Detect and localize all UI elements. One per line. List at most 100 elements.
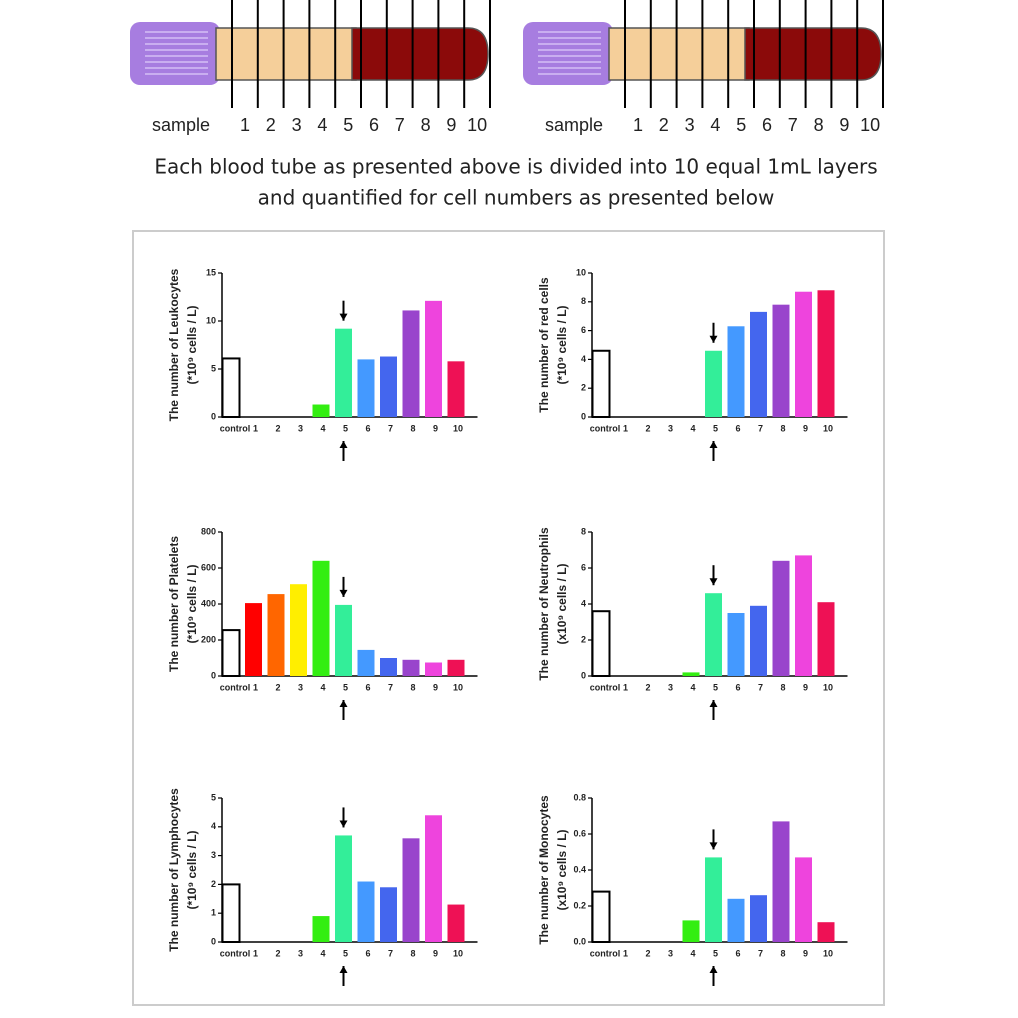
- y-tick-label: 0: [211, 936, 216, 946]
- bar: [221, 883, 241, 944]
- y-axis-label: The number of Lymphocytes: [167, 788, 181, 952]
- y-tick-label: 6: [581, 562, 586, 572]
- x-tick-label: control: [220, 682, 251, 692]
- arrow-head: [709, 842, 718, 850]
- bar: [591, 349, 611, 419]
- tube: sample 1 2 3 4 5 6 7 8 9 10: [523, 0, 884, 135]
- x-tick-label: 8: [410, 948, 415, 958]
- x-tick-label: control: [590, 948, 621, 958]
- x-tick-label: 5: [343, 682, 348, 692]
- layer-label: 1: [240, 115, 250, 135]
- y-tick-label: 1: [211, 908, 216, 918]
- bar: [705, 350, 722, 417]
- x-tick-label: 4: [320, 423, 325, 433]
- x-tick-label: 3: [668, 423, 673, 433]
- bar: [245, 603, 262, 676]
- y-tick-label: 0.6: [573, 828, 586, 838]
- arrow-head: [339, 441, 348, 448]
- layer-label: 7: [395, 115, 405, 135]
- y-tick-label: 3: [211, 850, 216, 860]
- arrow-head: [709, 441, 718, 448]
- y-tick-label: 10: [206, 315, 216, 325]
- bar: [682, 920, 700, 942]
- bar: [817, 602, 835, 676]
- bar: [267, 594, 285, 676]
- y-axis-label: (*10⁹ cells / L): [185, 564, 199, 643]
- x-tick-label: 7: [758, 682, 763, 692]
- x-tick-label: control: [590, 423, 621, 433]
- bar: [705, 593, 722, 676]
- bar: [380, 658, 397, 676]
- layer-label: 7: [788, 115, 798, 135]
- x-tick-label: control: [590, 682, 621, 692]
- bar: [795, 857, 812, 942]
- x-tick-label: 9: [803, 682, 808, 692]
- x-tick-label: 8: [780, 682, 785, 692]
- y-tick-label: 4: [581, 354, 586, 364]
- bar: [750, 311, 767, 417]
- x-tick-label: control: [220, 948, 251, 958]
- bar: [335, 328, 352, 417]
- y-tick-label: 0.0: [573, 936, 586, 946]
- y-tick-label: 15: [206, 267, 216, 277]
- arrow-head: [709, 335, 718, 343]
- y-tick-label: 10: [576, 267, 586, 277]
- y-tick-label: 600: [201, 562, 216, 572]
- bar: [591, 610, 611, 678]
- arrow-head: [339, 700, 348, 707]
- bar: [750, 605, 767, 676]
- bar: [402, 659, 420, 676]
- bar: [357, 881, 375, 942]
- x-tick-label: 3: [298, 682, 303, 692]
- bar: [402, 310, 420, 417]
- tube-cells: [744, 27, 882, 81]
- bar: [795, 555, 812, 676]
- x-tick-label: 8: [410, 682, 415, 692]
- arrow-head: [709, 578, 718, 586]
- bar: [425, 815, 442, 942]
- x-tick-label: control: [220, 423, 251, 433]
- y-tick-label: 5: [211, 792, 216, 802]
- x-tick-label: 1: [623, 423, 628, 433]
- tube: sample 1 2 3 4 5 6 7 8 9 10: [130, 0, 491, 135]
- arrow-head: [339, 589, 348, 597]
- y-tick-label: 2: [581, 383, 586, 393]
- bar: [795, 291, 812, 417]
- layer-label: 8: [814, 115, 824, 135]
- x-tick-label: 2: [275, 423, 280, 433]
- bar: [772, 821, 790, 942]
- bar: [447, 361, 465, 417]
- bar: [447, 904, 465, 942]
- layer-label: 8: [421, 115, 431, 135]
- y-tick-label: 4: [581, 598, 586, 608]
- y-tick-label: 8: [581, 296, 586, 306]
- bar: [335, 604, 352, 676]
- x-tick-label: 4: [320, 948, 325, 958]
- x-tick-label: 8: [410, 423, 415, 433]
- bar: [727, 613, 745, 676]
- bar: [750, 895, 767, 942]
- layer-label: 2: [266, 115, 276, 135]
- bar: [591, 890, 611, 943]
- y-tick-label: 0: [581, 670, 586, 680]
- x-tick-label: 10: [453, 423, 463, 433]
- y-axis-label: The number of Platelets: [167, 536, 181, 672]
- arrow-head: [339, 313, 348, 321]
- x-tick-label: 7: [388, 948, 393, 958]
- x-tick-label: 6: [735, 682, 740, 692]
- x-tick-label: 10: [823, 682, 833, 692]
- layer-label: 5: [343, 115, 353, 135]
- x-tick-label: 3: [298, 948, 303, 958]
- x-tick-label: 5: [713, 423, 718, 433]
- y-axis-label: The number of Monocytes: [537, 795, 551, 945]
- x-tick-label: 9: [433, 682, 438, 692]
- bar: [357, 649, 375, 676]
- bar: [772, 304, 790, 417]
- x-tick-label: 5: [713, 682, 718, 692]
- layer-label: 6: [369, 115, 379, 135]
- x-tick-label: 6: [735, 423, 740, 433]
- tube-plasma: [608, 27, 750, 81]
- y-tick-label: 5: [211, 363, 216, 373]
- x-tick-label: 6: [365, 948, 370, 958]
- tube-plasma: [215, 27, 357, 81]
